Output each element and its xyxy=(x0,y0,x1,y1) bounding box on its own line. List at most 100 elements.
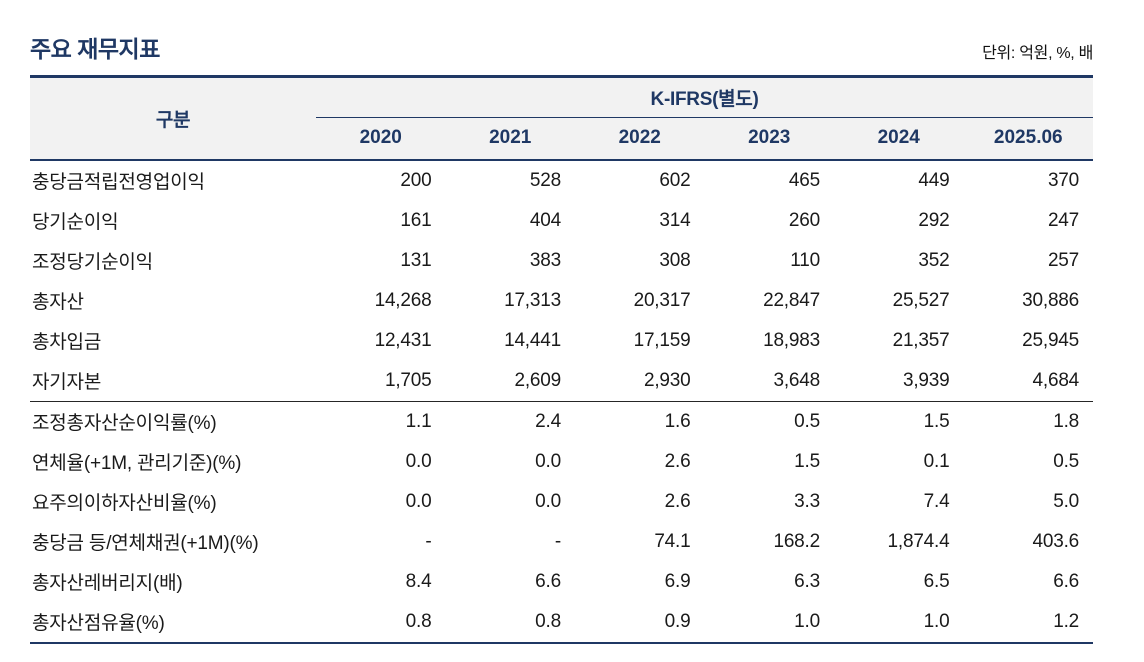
table-row: 총차입금 12,431 14,441 17,159 18,983 21,357 … xyxy=(30,321,1093,361)
year-header-row: 2020 2021 2022 2023 2024 2025.06 xyxy=(30,117,1094,161)
cell-value: 6.5 xyxy=(923,570,950,592)
cell-value: 0.5 xyxy=(794,410,820,432)
cell-value: 1.8 xyxy=(1053,410,1080,432)
cell-value: 0.9 xyxy=(664,610,691,632)
row-label: 당기순이익 xyxy=(32,212,119,234)
cell-value: 602 xyxy=(659,169,691,191)
year-column-header: 2025.06 xyxy=(963,117,1094,161)
cell-value: 3.3 xyxy=(794,490,820,512)
cell-value: 308 xyxy=(659,249,691,271)
cell-value: 2,930 xyxy=(575,360,705,402)
row-label: 총자산점유율(%) xyxy=(32,613,165,635)
cell-value: 20,317 xyxy=(633,289,691,311)
cell-value: - xyxy=(554,530,561,552)
cell-value: 12,431 xyxy=(374,329,432,351)
cell-value: 74.1 xyxy=(654,530,691,552)
cell-value: - xyxy=(425,530,432,552)
cell-value: 8.4 xyxy=(405,570,432,592)
cell-value: 449 xyxy=(918,169,950,191)
cell-value: 1,874.4 xyxy=(887,530,950,552)
cell-value: 200 xyxy=(400,169,432,191)
cell-value: 257 xyxy=(1047,249,1080,271)
group-header: K-IFRS(별도) xyxy=(316,76,1094,118)
table-head: 구분 K-IFRS(별도) 2020 2021 2022 2023 2024 2… xyxy=(30,76,1094,161)
row-label: 총자산 xyxy=(32,292,84,314)
table-row: 연체율(+1M, 관리기준)(%) 0.0 0.0 2.6 1.5 0.1 0.… xyxy=(30,442,1093,482)
cell-value: 352 xyxy=(918,249,950,271)
cell-value: 0.8 xyxy=(405,610,432,632)
cell-value: 0.0 xyxy=(535,490,561,512)
cell-value: 465 xyxy=(788,169,820,191)
row-label: 조정총자산순이익률(%) xyxy=(32,413,217,435)
cell-value: 404 xyxy=(529,209,561,231)
table-row: 충당금적립전영업이익 200 528 602 465 449 370 xyxy=(30,160,1093,201)
cell-value: 25,945 xyxy=(1022,329,1080,351)
cell-value: 6.6 xyxy=(1053,570,1080,592)
category-header: 구분 xyxy=(30,76,316,161)
year-column-header: 2024 xyxy=(834,117,964,161)
cell-value: 0.1 xyxy=(923,450,950,472)
cell-value: 22,847 xyxy=(763,289,820,311)
year-column-header: 2022 xyxy=(575,117,705,161)
cell-value: 370 xyxy=(1047,169,1080,191)
table-row: 자기자본 1,705 2,609 2,930 3,648 3,939 4,684 xyxy=(30,360,1094,402)
cell-value: 1.5 xyxy=(794,450,820,472)
cell-value: 1.1 xyxy=(405,410,432,432)
cell-value: 314 xyxy=(659,209,691,231)
table-row: 조정당기순이익 131 383 308 110 352 257 xyxy=(30,241,1093,281)
table-row: 조정총자산순이익률(%) 1.1 2.4 1.6 0.5 1.5 1.8 xyxy=(30,401,1093,442)
cell-value: 110 xyxy=(790,249,820,271)
table-row: 총자산레버리지(배) 8.4 6.6 6.9 6.3 6.5 6.6 xyxy=(30,562,1093,602)
cell-value: 14,268 xyxy=(374,289,432,311)
cell-value: 4,684 xyxy=(963,360,1094,402)
cell-value: 131 xyxy=(400,249,432,271)
table-row: 당기순이익 161 404 314 260 292 247 xyxy=(30,201,1093,241)
cell-value: 2.6 xyxy=(664,450,691,472)
cell-value: 6.3 xyxy=(794,570,820,592)
row-label: 충당금적립전영업이익 xyxy=(32,172,205,194)
cell-value: 528 xyxy=(529,169,561,191)
cell-value: 2.4 xyxy=(535,410,561,432)
table-row: 총자산점유율(%) 0.8 0.8 0.9 1.0 1.0 1.2 xyxy=(30,602,1093,643)
cell-value: 1.0 xyxy=(923,610,950,632)
cell-value: 161 xyxy=(400,209,432,231)
row-label: 총자산레버리지(배) xyxy=(32,573,183,595)
cell-value: 5.0 xyxy=(1053,490,1080,512)
cell-value: 21,357 xyxy=(892,329,950,351)
cell-value: 6.9 xyxy=(664,570,691,592)
table-body: 충당금적립전영업이익 200 528 602 465 449 370 당기순이익… xyxy=(30,160,1094,643)
row-label: 총차입금 xyxy=(32,332,102,354)
cell-value: 30,886 xyxy=(1022,289,1080,311)
year-column-header: 2021 xyxy=(445,117,575,161)
cell-value: 0.0 xyxy=(535,450,561,472)
page-title: 주요 재무지표 xyxy=(30,36,160,62)
cell-value: 168.2 xyxy=(773,530,820,552)
table-row: 요주의이하자산비율(%) 0.0 0.0 2.6 3.3 7.4 5.0 xyxy=(30,482,1093,522)
cell-value: 3,939 xyxy=(834,360,964,402)
year-column-header: 2023 xyxy=(704,117,834,161)
cell-value: 403.6 xyxy=(1032,530,1080,552)
cell-value: 1.6 xyxy=(664,410,691,432)
table-row: 총자산 14,268 17,313 20,317 22,847 25,527 3… xyxy=(30,281,1093,321)
cell-value: 1.2 xyxy=(1053,610,1080,632)
table-row: 충당금 등/연체채권(+1M)(%) - - 74.1 168.2 1,874.… xyxy=(30,522,1093,562)
row-label: 조정당기순이익 xyxy=(32,252,153,274)
cell-value: 17,159 xyxy=(633,329,691,351)
cell-value: 3,648 xyxy=(704,360,834,402)
cell-value: 0.5 xyxy=(1053,450,1080,472)
row-label: 연체율(+1M, 관리기준)(%) xyxy=(32,453,242,475)
cell-value: 383 xyxy=(529,249,561,271)
cell-value: 2.6 xyxy=(664,490,691,512)
cell-value: 6.6 xyxy=(535,570,561,592)
cell-value: 18,983 xyxy=(763,329,820,351)
cell-value: 17,313 xyxy=(504,289,561,311)
row-label: 충당금 등/연체채권(+1M)(%) xyxy=(32,533,259,555)
cell-value: 0.0 xyxy=(405,450,432,472)
row-label: 요주의이하자산비율(%) xyxy=(32,493,217,515)
table-header-bar: 주요 재무지표 단위: 억원, %, 배 xyxy=(30,36,1093,75)
cell-value: 0.0 xyxy=(405,490,432,512)
report-page: 주요 재무지표 단위: 억원, %, 배 구분 K-IFRS(별도) 2020 … xyxy=(30,0,1093,644)
cell-value: 1,705 xyxy=(316,360,446,402)
cell-value: 25,527 xyxy=(892,289,950,311)
cell-value: 1.5 xyxy=(923,410,950,432)
